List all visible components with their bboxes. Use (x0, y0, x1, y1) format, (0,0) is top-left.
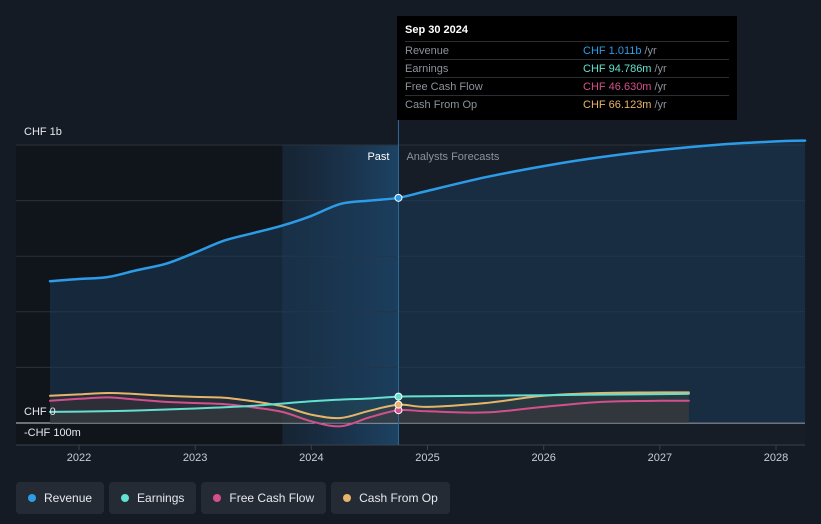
marker-cash-from-op (394, 400, 403, 409)
tooltip-row-earnings: Earnings CHF 94.786m /yr (405, 59, 729, 77)
legend-label: Revenue (44, 491, 93, 505)
x-tick-label: 2026 (531, 452, 555, 464)
tooltip-unit: /yr (654, 62, 667, 75)
tooltip-label: Cash From Op (405, 98, 478, 111)
legend-dot-icon (121, 494, 130, 502)
data-tooltip: Sep 30 2024 Revenue CHF 1.011b /yr Earni… (397, 16, 737, 120)
y-tick-label: CHF 0 (24, 406, 56, 418)
x-tick-label: 2028 (764, 452, 788, 464)
series-line-free-cash-flow (49, 396, 690, 428)
y-tick-label: CHF 1b (24, 126, 62, 138)
marker-earnings (394, 392, 403, 401)
x-tick-label: 2022 (67, 452, 91, 464)
tooltip-unit: /yr (654, 98, 667, 111)
legend-item-revenue[interactable]: Revenue (16, 482, 105, 514)
tooltip-row-revenue: Revenue CHF 1.011b /yr (405, 41, 729, 59)
legend-item-earnings[interactable]: Earnings (109, 482, 197, 514)
tooltip-row-free-cash-flow: Free Cash Flow CHF 46.630m /yr (405, 77, 729, 95)
legend-dot-icon (213, 494, 222, 502)
series-area-earnings (50, 393, 689, 423)
tooltip-value: CHF 94.786m (583, 62, 652, 75)
series-area-revenue (50, 140, 806, 423)
past-label: Past (367, 151, 389, 163)
legend-label: Free Cash Flow (229, 491, 315, 505)
tooltip-label: Earnings (405, 62, 449, 75)
x-tick-label: 2023 (183, 452, 207, 464)
tooltip-label: Revenue (405, 44, 450, 57)
tooltip-row-cash-from-op: Cash From Op CHF 66.123m /yr (405, 95, 729, 113)
legend-dot-icon (343, 494, 352, 502)
x-tick-label: 2024 (299, 452, 323, 464)
series-line-earnings (49, 392, 690, 413)
tooltip-label: Free Cash Flow (405, 80, 483, 93)
chart-legend: Revenue Earnings Free Cash Flow Cash Fro… (16, 482, 450, 514)
tooltip-date: Sep 30 2024 (405, 24, 468, 36)
legend-dot-icon (28, 494, 36, 502)
tooltip-unit: /yr (644, 44, 657, 57)
tooltip-value: CHF 66.123m (583, 98, 652, 111)
x-tick-label: 2025 (415, 452, 439, 464)
series-area-cash-from-op (50, 392, 689, 423)
marker-revenue (394, 193, 403, 202)
series-line-revenue (48, 139, 807, 283)
tooltip-value: CHF 46.630m (583, 80, 652, 93)
series-area-free-cash-flow (50, 397, 689, 427)
legend-label: Cash From Op (359, 491, 438, 505)
forecast-label: Analysts Forecasts (406, 151, 499, 163)
tooltip-unit: /yr (654, 80, 667, 93)
legend-item-cash-from-op[interactable]: Cash From Op (331, 482, 450, 514)
legend-label: Earnings (137, 491, 185, 505)
tooltip-value: CHF 1.011b (583, 44, 642, 57)
x-tick-label: 2027 (648, 452, 672, 464)
legend-item-free-cash-flow[interactable]: Free Cash Flow (201, 482, 327, 514)
y-tick-label: -CHF 100m (24, 427, 81, 439)
